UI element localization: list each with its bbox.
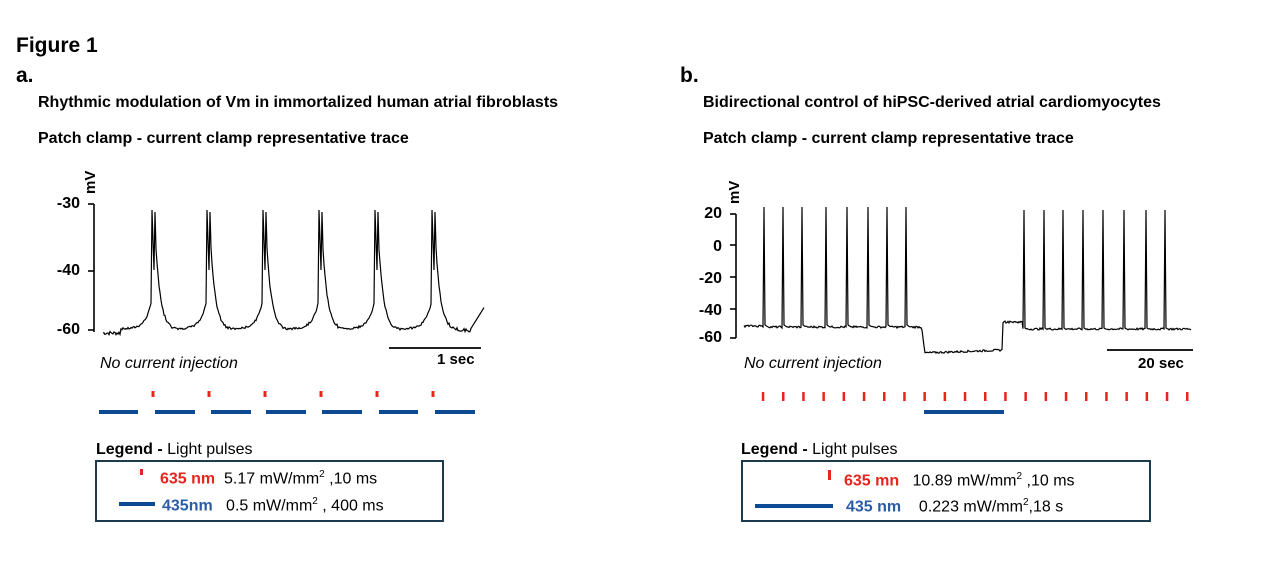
panel-b-letter: b.: [680, 64, 699, 87]
panel-b-legend-title: Legend - Light pulses: [741, 441, 898, 458]
red-pulse-marker: [1004, 392, 1007, 401]
panel-b-title: Bidirectional control of hiPSC-derived a…: [703, 94, 1161, 111]
red-pulse-marker: [862, 392, 866, 401]
red-pulse-marker: [1064, 392, 1068, 401]
red-pulse-marker: [1186, 392, 1189, 401]
panel-b-note: No current injection: [744, 355, 882, 372]
red-pulse-marker: [903, 392, 906, 401]
red-pulse-marker: [375, 391, 379, 397]
blue-pulse-bar: [211, 410, 251, 414]
red-pulse-marker: [207, 391, 211, 397]
panel-a-legend-title: Legend - Light pulses: [96, 441, 253, 458]
blue-pulse-bar: [924, 410, 1004, 414]
panel-b-y-tick: -20: [698, 270, 722, 287]
panel-b-y-tick: -60: [698, 329, 722, 346]
red-pulse-marker: [151, 391, 155, 397]
panel-b-y-tick: -40: [698, 302, 722, 319]
panel-a-legend-blue-row: 435nm 0.5 mW/mm2 , 400 ms: [162, 496, 384, 515]
blue-pulse-bar: [435, 410, 475, 414]
panel-b-y-tick: 0: [713, 238, 722, 255]
red-pulse-marker: [963, 392, 967, 401]
panel-a-y-tick: -30: [56, 195, 80, 212]
red-pulse-marker: [782, 392, 785, 401]
red-pulse-marker: [984, 392, 987, 401]
red-pulse-marker-icon: [140, 469, 143, 475]
figure-title: Figure 1: [16, 34, 98, 57]
panel-a-subtitle: Patch clamp - current clamp representati…: [38, 130, 409, 147]
blue-pulse-bar-icon: [119, 502, 155, 506]
panel-a-legend-red-row: 635 nm 5.17 mW/mm2 ,10 ms: [160, 469, 378, 488]
panel-a-light-pulses: [99, 391, 475, 414]
panel-a-voltage-trace: [102, 209, 485, 337]
panel-a-note: No current injection: [100, 355, 238, 372]
blue-pulse-bar: [155, 410, 195, 414]
panel-b-scale-label: 20 sec: [1138, 355, 1184, 372]
panel-b-voltage-trace: [743, 206, 1192, 355]
panel-b-legend-blue-row: 435 nm 0.223 mW/mm2,18 s: [846, 497, 1064, 516]
red-pulse-marker: [1125, 392, 1128, 401]
blue-pulse-bar: [322, 410, 362, 414]
panel-b-subtitle: Patch clamp - current clamp representati…: [703, 130, 1074, 147]
red-pulse-marker: [883, 392, 886, 401]
panel-b-light-pulses: [761, 392, 1189, 414]
panel-a-letter: a.: [16, 64, 34, 87]
red-pulse-marker: [1145, 392, 1149, 401]
panel-a-scale-label: 1 sec: [437, 351, 475, 368]
blue-pulse-bar: [99, 410, 138, 414]
panel-a-legend-box: 635 nm 5.17 mW/mm2 ,10 ms 435nm 0.5 mW/m…: [95, 460, 444, 522]
blue-pulse-bar: [266, 410, 306, 414]
red-pulse-marker: [319, 391, 323, 397]
red-pulse-marker: [263, 391, 267, 397]
panel-b-legend-box: 635 mn 10.89 mW/mm2 ,10 ms 435 nm 0.223 …: [741, 460, 1151, 522]
red-pulse-marker: [761, 392, 765, 401]
panel-b-legend-red-row: 635 mn 10.89 mW/mm2 ,10 ms: [844, 471, 1075, 490]
red-pulse-marker: [1085, 392, 1088, 401]
red-pulse-marker: [822, 392, 825, 401]
red-pulse-marker: [1044, 392, 1048, 401]
panel-b-y-tick: 20: [704, 205, 722, 222]
red-pulse-marker: [943, 392, 947, 401]
panel-a-title: Rhythmic modulation of Vm in immortalize…: [38, 94, 559, 111]
blue-pulse-bar-icon: [755, 504, 833, 508]
red-pulse-marker: [431, 391, 435, 397]
red-pulse-marker: [1165, 392, 1169, 401]
red-pulse-marker: [1024, 392, 1027, 401]
red-pulse-marker: [923, 392, 926, 401]
panel-a-y-tick: -40: [56, 262, 80, 279]
blue-pulse-bar: [379, 410, 418, 414]
red-pulse-marker: [842, 392, 846, 401]
red-pulse-marker-icon: [828, 470, 831, 480]
red-pulse-marker: [802, 392, 805, 401]
red-pulse-marker: [1105, 392, 1108, 401]
panel-a-y-tick: -60: [56, 321, 80, 338]
